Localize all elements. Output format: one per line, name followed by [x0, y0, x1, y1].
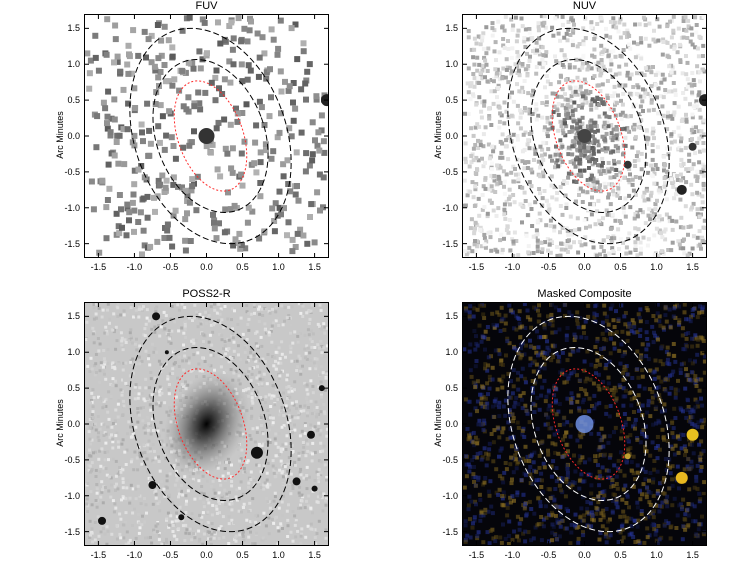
- y-tick-label: -1.0: [64, 202, 80, 213]
- y-tick-label: 0.5: [67, 95, 80, 106]
- x-tick-label: -1.5: [90, 550, 107, 560]
- x-tick-label: 1.5: [308, 262, 321, 272]
- x-tick-label: -0.5: [540, 550, 557, 560]
- fuv-image: [84, 14, 329, 258]
- x-tick-label: -1.0: [504, 550, 521, 560]
- x-tick-label: 0.5: [614, 262, 627, 272]
- y-tick-label: -1.5: [442, 526, 458, 537]
- x-tick-label: 1.5: [686, 262, 699, 272]
- y-tick-label: -0.5: [442, 454, 458, 465]
- y-tick-label: 1.0: [445, 347, 458, 358]
- x-tick-label: -1.5: [468, 550, 485, 560]
- x-tick-label: -1.5: [90, 262, 107, 272]
- x-tick-label: -1.0: [504, 262, 521, 272]
- y-tick-label: 1.5: [67, 23, 80, 34]
- y-tick-label: -1.0: [442, 202, 458, 213]
- y-tick-label: 1.0: [67, 347, 80, 358]
- x-tick-label: 0.0: [200, 550, 213, 560]
- panel-title: FUV: [195, 0, 218, 12]
- x-tick-label: 1.0: [650, 550, 663, 560]
- y-tick-label: 1.5: [67, 311, 80, 322]
- x-tick-label: 1.5: [686, 550, 699, 560]
- y-tick-label: -1.5: [64, 238, 80, 249]
- y-tick-label: 0.5: [445, 383, 458, 394]
- panel-title: NUV: [572, 0, 597, 12]
- x-tick-label: 0.0: [578, 550, 591, 560]
- y-tick-label: 0.0: [67, 419, 80, 429]
- nuv-image: [462, 14, 707, 258]
- x-tick-label: -0.5: [162, 550, 179, 560]
- x-tick-label: -1.5: [468, 262, 485, 272]
- y-tick-label: -0.5: [64, 454, 80, 465]
- x-tick-label: 0.5: [236, 262, 249, 272]
- y-tick-label: 0.0: [445, 131, 458, 141]
- y-tick-label: -1.5: [64, 526, 80, 537]
- panel-title: POSS2-R: [182, 288, 231, 300]
- y-tick-label: -0.5: [64, 166, 80, 177]
- x-tick-label: -1.0: [126, 550, 143, 560]
- panel-title: Masked Composite: [537, 288, 632, 300]
- x-tick-label: 1.0: [272, 262, 285, 272]
- composite-image: [462, 302, 707, 546]
- y-tick-label: -1.5: [442, 238, 458, 249]
- y-tick-label: 1.0: [445, 59, 458, 70]
- x-tick-label: 0.5: [614, 550, 627, 560]
- x-tick-label: 1.0: [650, 262, 663, 272]
- y-tick-label: 1.5: [445, 23, 458, 34]
- y-tick-label: -1.0: [64, 490, 80, 501]
- x-tick-label: 1.5: [308, 550, 321, 560]
- y-tick-label: -1.0: [442, 490, 458, 501]
- x-tick-label: 0.0: [200, 262, 213, 272]
- x-tick-label: -0.5: [540, 262, 557, 272]
- x-tick-label: 1.0: [272, 550, 285, 560]
- y-tick-label: -0.5: [442, 166, 458, 177]
- poss2r-image: [84, 302, 329, 546]
- x-tick-label: -1.0: [126, 262, 143, 272]
- y-tick-label: 0.0: [67, 131, 80, 141]
- y-tick-label: 1.0: [67, 59, 80, 70]
- y-tick-label: 0.5: [67, 383, 80, 394]
- x-tick-label: 0.0: [578, 262, 591, 272]
- y-tick-label: 1.5: [445, 311, 458, 322]
- x-tick-label: 0.5: [236, 550, 249, 560]
- x-tick-label: -0.5: [162, 262, 179, 272]
- y-tick-label: 0.0: [445, 419, 458, 429]
- y-tick-label: 0.5: [445, 95, 458, 106]
